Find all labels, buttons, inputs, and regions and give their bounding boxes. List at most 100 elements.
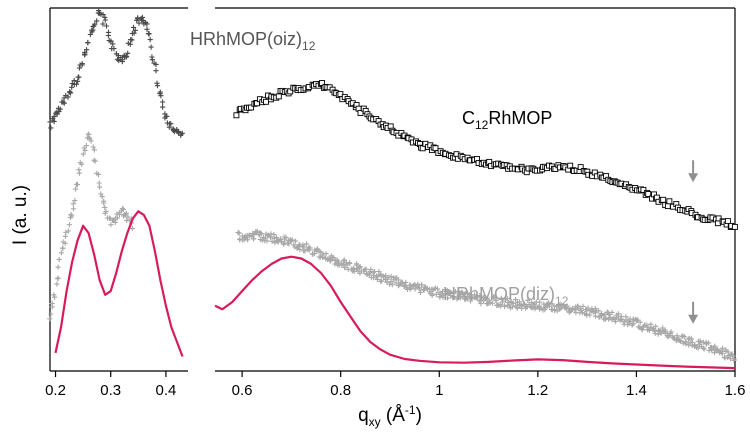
data-point (76, 74, 82, 80)
data-point (510, 300, 516, 306)
data-point (587, 312, 593, 318)
data-point (486, 297, 492, 303)
data-point (99, 194, 105, 200)
data-point (407, 286, 413, 292)
series-label: C12RhMOP (462, 108, 552, 132)
data-point (580, 303, 586, 309)
data-point (57, 106, 63, 112)
data-point (293, 238, 299, 244)
data-point (417, 289, 424, 295)
data-point (97, 184, 103, 190)
data-point (233, 112, 240, 119)
data-point (579, 310, 585, 316)
data-point (102, 204, 108, 210)
data-point (258, 231, 264, 237)
data-point (447, 289, 453, 295)
data-point (442, 291, 448, 297)
data-point (125, 214, 131, 220)
data-point (592, 313, 599, 319)
data-point (103, 208, 109, 214)
data-point (92, 158, 98, 164)
data-point (646, 327, 653, 333)
data-point (51, 118, 57, 125)
data-point (572, 307, 578, 313)
data-point (70, 201, 76, 207)
data-point (376, 268, 382, 275)
data-point (81, 145, 87, 151)
data-point (289, 237, 295, 243)
data-point (131, 30, 137, 36)
data-point (65, 94, 71, 100)
data-point (72, 197, 78, 204)
series-label-name: HRhMOP(oiz) (190, 29, 302, 49)
data-point (85, 39, 91, 46)
data-point (129, 37, 135, 43)
data-point (175, 128, 181, 134)
data-point (720, 345, 726, 351)
x-tick-label: 0.2 (45, 382, 66, 399)
data-point (478, 301, 484, 307)
data-point (445, 295, 451, 301)
data-point (388, 274, 394, 280)
data-point (160, 104, 166, 110)
data-point (419, 282, 425, 288)
data-point (91, 147, 97, 153)
data-point (575, 303, 581, 309)
data-point (637, 319, 643, 325)
data-point (75, 78, 81, 84)
data-point (145, 31, 151, 37)
data-point (652, 328, 658, 334)
data-point (144, 26, 150, 32)
data-point (54, 281, 60, 287)
data-point (140, 18, 146, 24)
series-label-sub: 12 (302, 39, 316, 53)
data-point (421, 287, 427, 293)
data-point (719, 351, 725, 357)
data-point (105, 32, 111, 39)
data-point (92, 21, 98, 27)
data-point (120, 206, 126, 212)
data-point (70, 206, 77, 212)
series-label: HRhMOP(diz)12 (443, 284, 569, 308)
data-point (90, 144, 96, 150)
data-point (148, 44, 154, 50)
data-point (236, 230, 242, 236)
data-point (609, 309, 615, 315)
data-point (664, 203, 671, 210)
data-point (457, 295, 463, 301)
data-point (498, 295, 504, 301)
data-point (132, 27, 138, 33)
data-point (168, 121, 174, 127)
data-point (502, 303, 508, 310)
series-2-markers (47, 131, 737, 363)
data-point (518, 302, 524, 308)
data-point (136, 20, 142, 26)
data-point (307, 245, 313, 251)
data-point (83, 143, 89, 149)
data-point (86, 135, 92, 141)
data-point (537, 299, 543, 305)
data-point (602, 312, 608, 318)
data-point (112, 219, 118, 225)
annotation-arrow-head (688, 173, 699, 183)
data-point (58, 250, 64, 256)
data-point (61, 100, 67, 106)
data-point (655, 331, 661, 337)
data-point (703, 339, 709, 345)
data-point (500, 299, 506, 305)
data-point (645, 191, 652, 197)
data-point (585, 305, 591, 311)
series-label: HRhMOP(oiz)12 (190, 29, 316, 53)
data-point (102, 17, 108, 23)
data-point (60, 245, 66, 251)
data-point (688, 336, 695, 342)
data-point (286, 241, 292, 247)
data-point (119, 59, 125, 65)
data-point (546, 303, 552, 309)
data-point (532, 306, 538, 312)
data-point (606, 312, 612, 318)
data-point (615, 311, 621, 317)
data-point (51, 292, 57, 298)
data-point (493, 297, 499, 304)
